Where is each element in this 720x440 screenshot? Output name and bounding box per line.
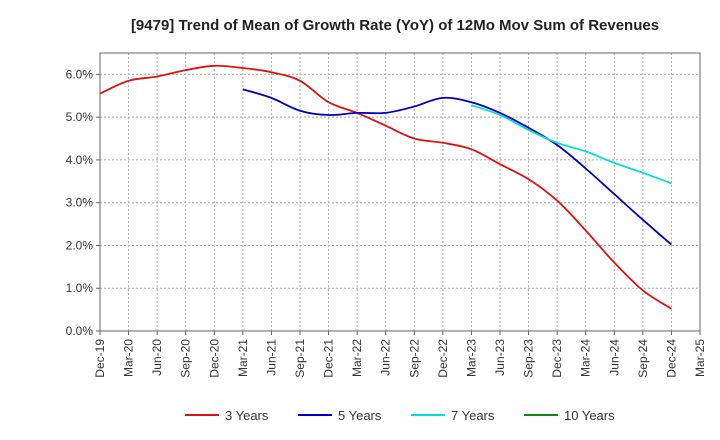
grid <box>99 53 701 331</box>
plot-area <box>100 53 700 331</box>
y-tick-label: 2.0% <box>66 238 94 252</box>
y-axis: 0.0% 1.0% 2.0% 3.0% 4.0% 5.0% 6.0% <box>66 67 100 338</box>
x-tick-label: Dec-22 <box>436 339 450 378</box>
x-tick-label: Jun-21 <box>264 339 278 376</box>
series-lines <box>99 64 672 310</box>
x-tick-label: Sep-24 <box>636 339 650 378</box>
x-tick-label: Jun-23 <box>493 339 507 376</box>
x-tick-label: Dec-24 <box>664 339 678 378</box>
series-line-7-years <box>471 104 672 185</box>
x-tick-label: Sep-20 <box>179 339 193 378</box>
x-tick-label: Jun-20 <box>150 339 164 376</box>
y-tick-label: 6.0% <box>66 67 94 81</box>
legend-label: 10 Years <box>564 408 615 423</box>
x-tick-label: Mar-22 <box>350 339 364 377</box>
x-tick-label: Dec-19 <box>93 339 107 378</box>
x-tick-label: Sep-21 <box>293 339 307 378</box>
y-tick-label: 5.0% <box>66 110 94 124</box>
legend-label: 7 Years <box>451 408 495 423</box>
x-tick-label: Jun-24 <box>607 339 621 376</box>
x-tick-label: Mar-21 <box>236 339 250 377</box>
y-tick-label: 0.0% <box>66 324 94 338</box>
x-tick-label: Mar-24 <box>579 339 593 377</box>
x-tick-label: Sep-22 <box>407 339 421 378</box>
series-line-5-years <box>242 88 672 246</box>
series-line-3-years <box>99 64 672 310</box>
x-tick-label: Jun-22 <box>379 339 393 376</box>
x-tick-label: Mar-25 <box>693 339 707 377</box>
y-tick-label: 1.0% <box>66 281 94 295</box>
x-tick-label: Sep-23 <box>522 339 536 378</box>
legend-label: 3 Years <box>225 408 269 423</box>
plot-frame <box>99 52 701 332</box>
x-tick-label: Dec-20 <box>207 339 221 378</box>
x-tick-label: Mar-20 <box>122 339 136 377</box>
y-tick-label: 3.0% <box>66 196 94 210</box>
x-tick-label: Mar-23 <box>464 339 478 377</box>
legend-label: 5 Years <box>338 408 382 423</box>
y-tick-label: 4.0% <box>66 153 94 167</box>
x-axis: Dec-19 Mar-20 Jun-20 Sep-20 Dec-20 Mar-21 Jun-… <box>93 331 707 378</box>
x-tick-label: Dec-23 <box>550 339 564 378</box>
legend: 3 Years 5 Years 7 Years 10 Years <box>185 408 615 423</box>
x-tick-label: Dec-21 <box>322 339 336 378</box>
chart-title: [9479] Trend of Mean of Growth Rate (YoY… <box>131 17 659 34</box>
